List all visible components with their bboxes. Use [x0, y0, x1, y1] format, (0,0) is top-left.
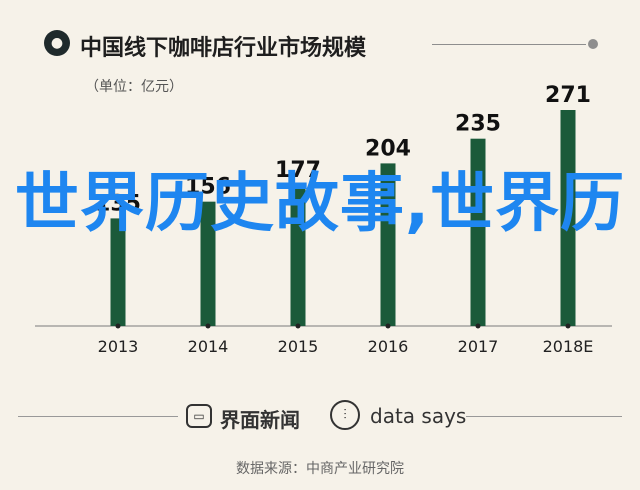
x-tick-dot-2014	[205, 323, 211, 329]
x-tick-dot-2015	[295, 323, 301, 329]
value-label-2018E: 271	[545, 83, 591, 108]
footer-divider-left	[18, 416, 178, 417]
unit-label: （单位：亿元）	[85, 79, 183, 95]
jiemian-logo-icon: ▭	[186, 404, 212, 428]
value-label-2015: 177	[275, 158, 321, 183]
x-tick-label-2013: 2013	[98, 337, 139, 356]
bar-2018E	[560, 110, 576, 326]
x-tick-label-2014: 2014	[188, 337, 229, 356]
x-tick-dot-2017	[475, 323, 481, 329]
value-label-2013: 135	[95, 191, 141, 216]
x-tick-label-2016: 2016	[368, 337, 409, 356]
footer-divider-right	[466, 416, 622, 417]
bar-2017	[470, 138, 486, 326]
title-divider	[432, 44, 586, 45]
x-tick-label-2017: 2017	[458, 337, 499, 356]
jiemian-brand-text: 界面新闻	[220, 408, 300, 432]
datasays-logo-icon: ⫶	[330, 400, 360, 430]
chart-title-row: ● 中国线下咖啡店行业市场规模	[44, 28, 604, 61]
value-label-2017: 235	[455, 112, 501, 137]
bar-2014	[200, 201, 216, 326]
bar-2016	[380, 163, 396, 326]
datasays-brand-text: data says	[370, 404, 467, 428]
bar-2013	[110, 218, 126, 326]
chart-bullet-icon: ●	[44, 30, 70, 56]
value-label-2016: 204	[365, 136, 411, 161]
title-divider-dot-icon	[588, 39, 598, 49]
data-source: 数据来源：中商产业研究院	[236, 461, 404, 477]
x-tick-label-2015: 2015	[278, 337, 319, 356]
x-tick-dot-2018E	[565, 323, 571, 329]
value-label-2014: 156	[185, 175, 231, 200]
bar-2015	[290, 184, 306, 326]
x-tick-dot-2016	[385, 323, 391, 329]
x-tick-label-2018E: 2018E	[543, 337, 594, 356]
x-tick-dot-2013	[115, 323, 121, 329]
chart-title: 中国线下咖啡店行业市场规模	[80, 36, 367, 61]
